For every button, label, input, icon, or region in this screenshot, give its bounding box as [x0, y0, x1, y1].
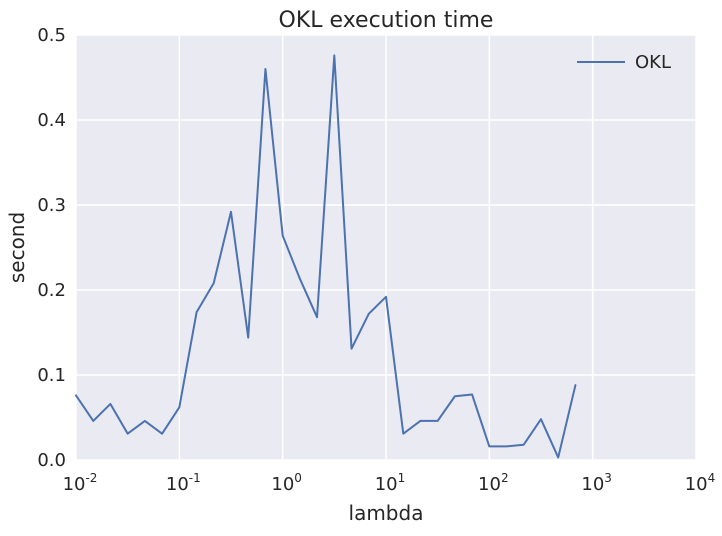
grid	[75, 34, 697, 461]
legend: OKL	[577, 52, 671, 73]
y-tick-label: 0.1	[37, 365, 66, 386]
x-tick-label: 10-1	[166, 471, 201, 495]
x-tick-label: 104	[685, 471, 716, 495]
legend-label-okl: OKL	[635, 52, 671, 73]
series-line-okl	[75, 54, 577, 459]
x-tick-label: 101	[375, 471, 406, 495]
x-axis-label: lambda	[349, 501, 424, 525]
chart-title: OKL execution time	[279, 8, 494, 33]
series-layer	[75, 54, 577, 459]
y-tick-label: 0.0	[37, 450, 66, 471]
y-tick-label: 0.5	[37, 25, 66, 46]
y-tick-label: 0.2	[37, 280, 66, 301]
x-tick-label: 102	[478, 471, 509, 495]
y-tick-label: 0.4	[37, 110, 66, 131]
y-tick-label: 0.3	[37, 195, 66, 216]
x-tick-label: 103	[581, 471, 612, 495]
y-tick-labels: 0.0 0.1 0.2 0.3 0.4 0.5	[37, 25, 66, 471]
x-tick-labels: 10-2 10-1 100 101 102 103 104	[63, 471, 716, 495]
x-tick-label: 100	[271, 471, 302, 495]
x-tick-label: 10-2	[63, 471, 98, 495]
y-axis-label: second	[5, 212, 29, 283]
